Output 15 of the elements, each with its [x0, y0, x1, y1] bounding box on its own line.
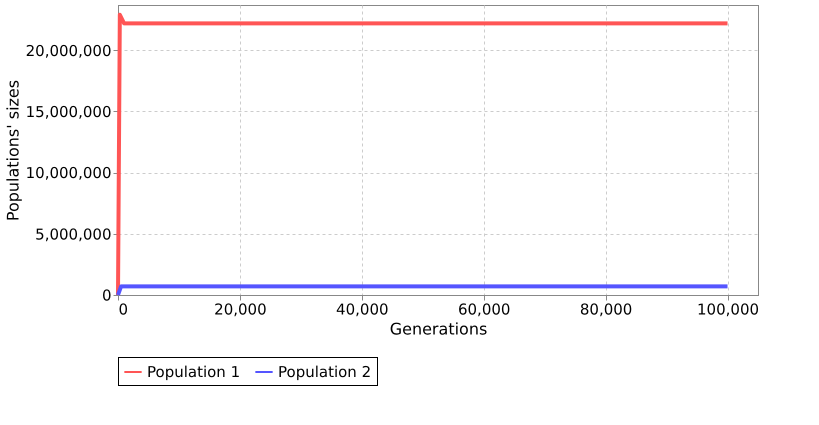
y-tick-label: 20,000,000	[26, 42, 112, 60]
x-tick-label: 80,000	[580, 300, 632, 318]
y-tick-label: 0	[102, 286, 112, 304]
y-axis-title: Populations' sizes	[4, 80, 23, 222]
y-tick-label: 15,000,000	[26, 102, 112, 121]
legend-label: Population 1	[147, 363, 240, 381]
y-tick-label: 5,000,000	[35, 225, 112, 244]
x-tick-label: 60,000	[458, 300, 510, 318]
legend-label: Population 2	[278, 363, 372, 381]
x-axis-title: Generations	[390, 320, 488, 338]
x-tick-label: 20,000	[214, 300, 267, 318]
x-tick-label: 40,000	[336, 300, 389, 318]
y-tick-label: 10,000,000	[26, 164, 112, 182]
x-tick-label: 0	[118, 300, 128, 318]
x-tick-label: 100,000	[697, 300, 760, 318]
